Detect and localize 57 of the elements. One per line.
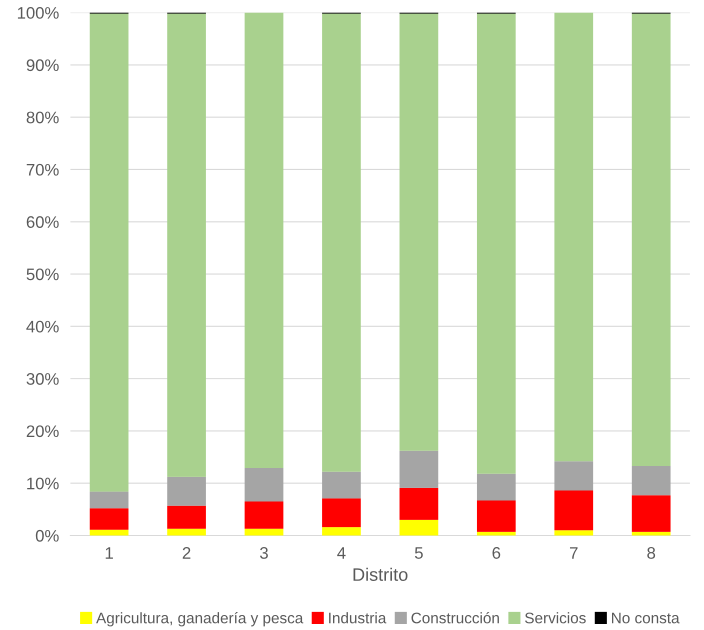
bar bbox=[400, 488, 438, 520]
bar bbox=[244, 468, 284, 502]
bar bbox=[90, 530, 128, 536]
x-tick-label: 6 bbox=[492, 547, 500, 559]
y-tick-label: 80% bbox=[26, 112, 59, 124]
bar bbox=[476, 500, 516, 532]
y-tick-label: 30% bbox=[26, 373, 59, 385]
y-tick-label: 60% bbox=[26, 216, 59, 228]
bar bbox=[322, 14, 361, 472]
bar bbox=[554, 12, 594, 462]
bar bbox=[632, 466, 671, 496]
y-tick-label: 100% bbox=[18, 7, 59, 19]
y-tick-label: 0% bbox=[36, 530, 59, 542]
y-tick-label: 20% bbox=[26, 425, 59, 438]
bar bbox=[476, 14, 516, 474]
x-tick-label: 4 bbox=[337, 547, 346, 559]
y-tick-label: 10% bbox=[27, 478, 59, 490]
y-tick-label: 90% bbox=[26, 59, 59, 72]
y-tick-label: 50% bbox=[26, 268, 59, 280]
bar bbox=[167, 476, 206, 506]
legend-label: No consta bbox=[612, 612, 680, 624]
bar bbox=[476, 474, 516, 500]
bar bbox=[244, 502, 284, 529]
bar bbox=[90, 492, 128, 508]
x-tick-label: 3 bbox=[260, 547, 268, 559]
bar bbox=[322, 498, 361, 528]
x-tick-label: 5 bbox=[414, 547, 423, 559]
bar bbox=[476, 532, 516, 536]
bar bbox=[90, 14, 128, 492]
x-tick-label: 2 bbox=[182, 547, 190, 559]
bar bbox=[244, 12, 284, 468]
bar bbox=[554, 530, 594, 536]
bar bbox=[632, 532, 671, 536]
bar bbox=[167, 528, 206, 536]
bar bbox=[400, 450, 438, 488]
bar bbox=[244, 528, 284, 536]
bar bbox=[167, 14, 206, 477]
x-axis-title: Distrito bbox=[354, 568, 408, 581]
bar bbox=[322, 472, 361, 498]
x-tick-label: 8 bbox=[647, 547, 656, 559]
legend-label: Servicios bbox=[525, 612, 586, 624]
bar bbox=[554, 490, 594, 530]
bar bbox=[400, 520, 438, 536]
bar bbox=[632, 14, 671, 466]
x-tick-label: 7 bbox=[570, 547, 578, 559]
bar bbox=[322, 527, 361, 536]
legend-label: Construcción bbox=[412, 612, 499, 624]
y-tick-label: 70% bbox=[26, 164, 59, 176]
bar bbox=[554, 461, 594, 491]
legend-label: Agricultura, ganadería y pesca bbox=[96, 612, 304, 626]
y-tick-label: 40% bbox=[26, 320, 59, 333]
legend-label: Industria bbox=[329, 612, 386, 624]
bar bbox=[400, 14, 438, 451]
x-tick-label: 1 bbox=[106, 547, 113, 559]
bar bbox=[90, 508, 128, 530]
bar bbox=[632, 495, 671, 532]
bar bbox=[167, 506, 206, 529]
